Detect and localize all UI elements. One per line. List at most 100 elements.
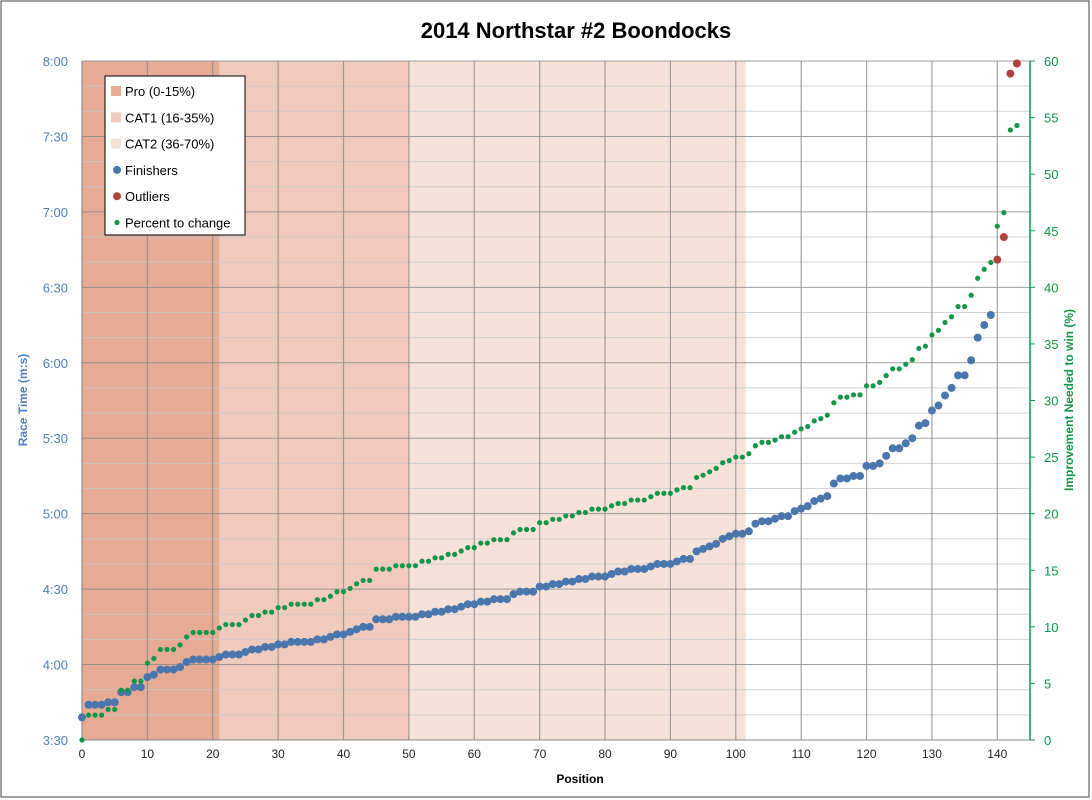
percent-point xyxy=(438,555,445,561)
finisher-point xyxy=(581,575,590,584)
finisher-point xyxy=(672,557,681,566)
percent-point xyxy=(1014,122,1020,129)
finisher-point xyxy=(640,564,649,573)
percent-point xyxy=(792,429,798,435)
percent-point xyxy=(576,509,582,516)
finisher-point xyxy=(84,700,93,709)
finisher-point xyxy=(411,612,420,621)
finisher-point xyxy=(431,607,440,616)
percent-point xyxy=(99,712,105,718)
y2-tick-label: 50 xyxy=(1044,167,1058,182)
percent-point xyxy=(680,485,687,491)
finisher-point xyxy=(274,640,283,649)
percent-point xyxy=(752,443,759,449)
finisher-point xyxy=(869,461,878,470)
y2-tick-label: 15 xyxy=(1044,563,1058,578)
legend-marker xyxy=(113,192,121,201)
percent-point xyxy=(92,712,98,718)
finisher-point xyxy=(78,713,86,722)
finisher-point xyxy=(908,434,917,443)
finisher-point xyxy=(359,622,368,631)
percent-point xyxy=(432,555,438,561)
percent-point xyxy=(425,558,432,564)
percent-point xyxy=(850,392,857,398)
percent-point xyxy=(537,520,543,526)
percent-point xyxy=(419,558,425,564)
percent-point xyxy=(131,678,137,684)
finisher-point xyxy=(777,512,786,521)
percent-point xyxy=(321,597,327,603)
percent-point xyxy=(556,516,562,522)
y2-tick-label: 60 xyxy=(1044,54,1058,69)
percent-point xyxy=(308,601,314,607)
percent-point xyxy=(327,593,334,599)
percent-point xyxy=(386,566,392,572)
finisher-point xyxy=(189,655,198,664)
finisher-point xyxy=(176,663,185,672)
finisher-point xyxy=(842,474,851,483)
finisher-point xyxy=(215,653,224,662)
finisher-point xyxy=(247,645,256,654)
percent-point xyxy=(968,292,974,298)
y-tick-label: 6:30 xyxy=(43,280,68,295)
percent-point xyxy=(197,629,203,636)
y-tick-label: 8:00 xyxy=(43,54,68,69)
percent-point xyxy=(909,357,915,363)
finisher-point xyxy=(156,665,165,674)
percent-point xyxy=(896,366,902,372)
percent-point xyxy=(530,526,536,533)
legend-marker xyxy=(114,219,120,226)
x-tick-label: 100 xyxy=(726,747,746,761)
x-tick-label: 30 xyxy=(271,747,285,761)
finisher-point xyxy=(941,391,950,400)
y-tick-label: 4:30 xyxy=(43,582,68,597)
y2-tick-label: 10 xyxy=(1044,620,1058,635)
percent-point xyxy=(863,383,870,389)
finisher-point xyxy=(718,534,727,543)
finisher-point xyxy=(195,655,204,664)
percent-point xyxy=(746,451,752,457)
y2-tick-label: 45 xyxy=(1044,224,1058,239)
x-tick-label: 140 xyxy=(987,747,1007,761)
y-tick-label: 6:00 xyxy=(43,356,68,371)
legend-label: Pro (0-15%) xyxy=(125,84,195,99)
finisher-point xyxy=(365,622,374,631)
finisher-point xyxy=(182,658,191,667)
finisher-point xyxy=(502,595,511,604)
percent-point xyxy=(733,454,739,460)
finisher-point xyxy=(757,517,766,526)
finisher-point xyxy=(705,542,714,551)
finisher-point xyxy=(516,587,525,596)
percent-point xyxy=(818,416,824,422)
percent-point xyxy=(661,490,667,496)
percent-point xyxy=(105,706,111,713)
legend-label: Outliers xyxy=(125,189,170,204)
percent-point xyxy=(700,472,706,478)
percent-point xyxy=(151,655,157,662)
percent-point xyxy=(929,332,935,338)
finisher-point xyxy=(97,700,106,709)
percent-point xyxy=(635,497,641,503)
finisher-point xyxy=(287,637,296,646)
y-tick-label: 7:00 xyxy=(43,205,68,220)
percent-point xyxy=(844,394,850,400)
finisher-point xyxy=(699,544,708,553)
x-tick-label: 40 xyxy=(337,747,351,761)
finisher-point xyxy=(659,559,668,568)
finisher-point xyxy=(489,595,498,604)
percent-point xyxy=(648,494,654,500)
finisher-point xyxy=(967,356,976,365)
percent-point xyxy=(125,687,131,693)
outlier-point xyxy=(1012,59,1021,68)
percent-point xyxy=(478,540,484,546)
percent-point xyxy=(837,394,844,400)
x-axis-label: Position xyxy=(556,772,603,786)
finisher-point xyxy=(332,630,341,639)
percent-point xyxy=(948,314,955,320)
finisher-point xyxy=(352,625,361,634)
finisher-point xyxy=(261,642,270,651)
finisher-point xyxy=(836,474,845,483)
finisher-point xyxy=(385,615,394,624)
finisher-point xyxy=(679,554,688,563)
finisher-point xyxy=(601,572,610,581)
